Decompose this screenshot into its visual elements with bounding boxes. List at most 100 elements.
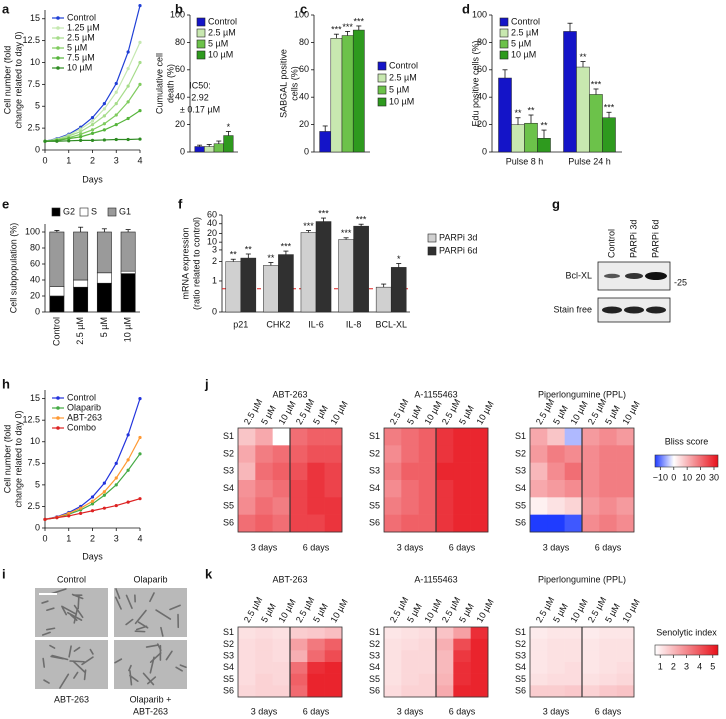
image-label: Olaparib + [130,694,172,704]
bar-segment [120,270,136,274]
column-label: 5 µM [603,602,622,624]
y-tick-label: 100 [170,9,185,19]
significance: *** [341,228,352,238]
heatmap-cell [582,445,600,463]
cell-shape [114,658,123,664]
legend-label: 2.5 µM [389,72,417,82]
bar [524,122,538,153]
blot-band [604,273,620,279]
heatmap-cell [470,662,489,674]
colorbar-tick-label: 4 [697,661,702,671]
colorbar-tick-label: 10 [682,472,692,482]
heatmap-cell [255,627,273,639]
heatmap-cell [582,514,600,533]
heatmap-cell [547,673,565,686]
heatmap-cell [238,428,256,446]
heatmap-cell [616,685,635,698]
data-point [79,138,83,142]
heatmap-cell [436,650,454,663]
data-point [114,81,118,86]
bar-segment [49,231,65,287]
bar [319,131,332,153]
heatmap-cell [238,497,256,515]
bar-segment [73,286,89,313]
data-point [79,130,83,134]
data-point [126,84,130,88]
significance: ** [540,120,548,130]
cell-shape [46,607,55,612]
heatmap-cell [272,673,291,686]
error-bar [54,229,60,232]
significance: *** [281,241,292,251]
heatmap-cell [436,627,454,639]
data-point [138,435,142,440]
group-label: 6 days [303,706,330,716]
heatmap-cell [582,428,600,446]
error-bar [358,223,364,227]
row-label: S5 [515,674,526,684]
micrograph [114,588,187,637]
cell-shape [89,648,94,655]
legend-label: 7.5 µM [67,52,95,62]
data-point [102,481,106,485]
data-point [126,100,130,104]
heatmap-cell [564,428,583,446]
heatmap-cell [401,627,419,639]
heatmap-cell [582,650,600,663]
heatmap-cell [453,638,471,651]
y-tick-label: 0 [180,146,185,156]
y-tick-label: 0 [35,144,40,154]
data-point [102,107,106,111]
row-label: S2 [515,448,526,458]
legend-swatch [427,246,437,256]
heatmap-cell [470,428,489,446]
heatmap-cell [453,673,471,686]
heatmap-cell [255,462,273,481]
y-axis-label: Cell number (fold [2,46,12,115]
heatmap-cell [401,638,419,651]
heatmap-cell [255,514,273,533]
legend-label: 2.5 µM [208,27,236,37]
bar [341,35,354,153]
data-point [138,137,142,141]
heatmap-cell [564,497,583,515]
heatmap-cell [384,662,402,674]
y-tick-label: 12.5 [22,415,40,425]
legend-label: Control [208,16,237,26]
heatmap-cell [470,514,489,533]
cell-shape [68,645,72,658]
heatmap-cell [384,673,402,686]
legend-swatch [107,207,117,217]
bar [225,261,242,313]
annotation: 2.92 [191,92,209,102]
heatmap-cell [324,462,343,481]
heatmap-cell [384,627,402,639]
cell-shape [125,618,134,626]
heatmap-cell [547,497,565,515]
heatmap-cell [272,480,291,498]
heatmap-cell [307,627,325,639]
heatmap-cell [453,662,471,674]
heatmap-cell [616,638,635,651]
x-tick-label: 1 [66,533,71,543]
heatmap-cell [547,445,565,463]
heatmap-cell [418,480,437,498]
row-label: S1 [223,431,234,441]
bar-segment [49,286,65,297]
cell-shape [73,646,81,652]
row-label: S4 [515,662,526,672]
heatmap-cell [616,480,635,498]
y-tick-label: 10 [207,237,217,247]
heatmap-title: ABT-263 [272,389,307,399]
significance: ** [230,250,238,260]
legend-label: 5 µM [208,38,228,48]
heatmap-cell [307,428,325,446]
heatmap-cell [453,445,471,463]
heatmap-cell [384,638,402,651]
heatmap-cell [324,650,343,663]
heatmap-cell [582,685,600,698]
heatmap-cell [324,673,343,686]
bar [338,239,354,313]
heatmap-cell [255,480,273,498]
legend-swatch [377,97,387,107]
